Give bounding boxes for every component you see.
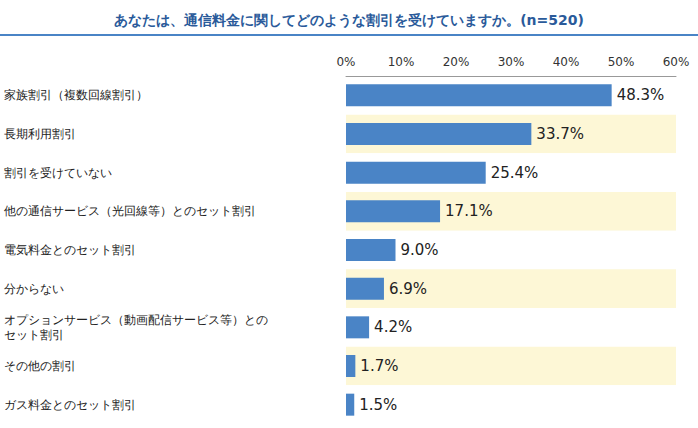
svg-text:17.1%: 17.1% (445, 202, 493, 220)
svg-text:33.7%: 33.7% (536, 125, 584, 143)
svg-text:長期利用割引: 長期利用割引 (4, 127, 76, 141)
svg-text:30%: 30% (498, 55, 525, 69)
svg-text:あなたは、通信料金に関してどのような割引を受けていますか。(: あなたは、通信料金に関してどのような割引を受けていますか。(n=520) (114, 12, 584, 29)
svg-text:割引を受けていない: 割引を受けていない (4, 166, 112, 180)
svg-text:1.7%: 1.7% (360, 357, 398, 375)
svg-text:50%: 50% (608, 55, 635, 69)
svg-text:40%: 40% (553, 55, 580, 69)
svg-text:6.9%: 6.9% (389, 280, 427, 298)
svg-text:他の通信サービス（光回線等）とのセット割引: 他の通信サービス（光回線等）とのセット割引 (4, 204, 256, 218)
svg-text:60%: 60% (663, 55, 690, 69)
svg-text:分からない: 分からない (4, 282, 64, 296)
svg-text:48.3%: 48.3% (617, 86, 665, 104)
svg-text:1.5%: 1.5% (359, 396, 397, 414)
svg-text:0%: 0% (336, 55, 355, 69)
svg-text:オプションサービス（動画配信サービス等）との: オプションサービス（動画配信サービス等）との (4, 313, 268, 327)
svg-text:10%: 10% (388, 55, 415, 69)
svg-text:9.0%: 9.0% (401, 241, 439, 259)
svg-text:その他の割引: その他の割引 (4, 359, 76, 373)
svg-text:セット割引: セット割引 (4, 328, 64, 342)
svg-text:4.2%: 4.2% (374, 318, 412, 336)
svg-text:家族割引（複数回線割引）: 家族割引（複数回線割引） (4, 88, 148, 102)
svg-text:25.4%: 25.4% (491, 164, 539, 182)
svg-text:電気料金とのセット割引: 電気料金とのセット割引 (4, 243, 136, 257)
svg-text:ガス料金とのセット割引: ガス料金とのセット割引 (4, 398, 136, 412)
svg-text:20%: 20% (443, 55, 470, 69)
